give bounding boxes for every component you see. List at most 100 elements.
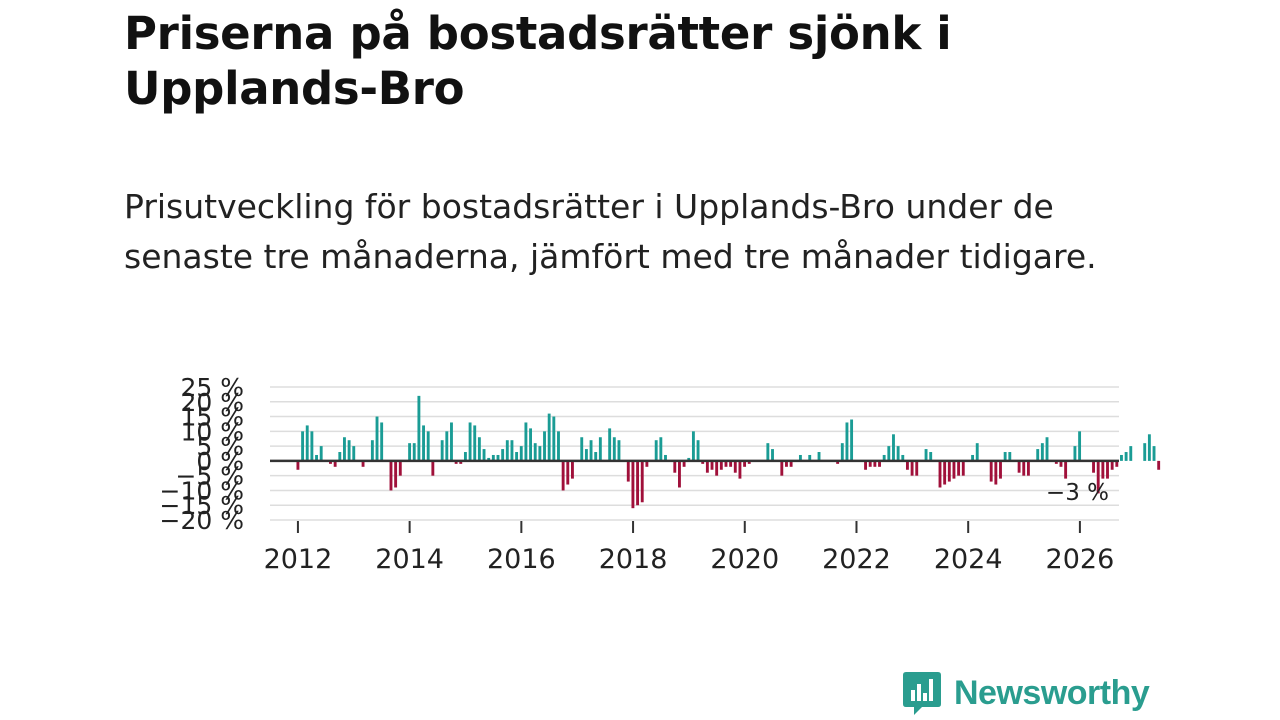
bar — [971, 454, 975, 461]
bar — [1106, 460, 1109, 479]
bar — [915, 460, 919, 476]
bar — [645, 460, 649, 467]
y-tick-label: −10 % — [160, 476, 244, 505]
brand-logo: Newsworthy — [902, 668, 1150, 718]
bar — [580, 437, 584, 461]
bar — [547, 413, 551, 461]
bar — [617, 440, 621, 461]
bar — [631, 460, 635, 509]
bar — [398, 460, 402, 476]
bar — [785, 460, 788, 467]
bar — [1096, 460, 1100, 494]
bar — [1040, 443, 1044, 461]
bar — [654, 440, 658, 461]
bar — [887, 446, 891, 461]
bar — [771, 449, 774, 461]
bar — [808, 454, 812, 461]
bar — [733, 460, 737, 473]
bar — [1101, 460, 1105, 479]
bar — [924, 449, 928, 461]
y-axis: −20 %−15 %−10 %−5 %0 %5 %10 %15 %20 %25 … — [160, 373, 244, 535]
bar — [929, 452, 933, 461]
bar — [1022, 460, 1026, 476]
x-tick-label: 2014 — [375, 544, 444, 575]
bar — [431, 460, 435, 476]
bar — [710, 460, 714, 470]
bar — [989, 460, 993, 482]
bar — [343, 437, 346, 461]
x-axis: 2012 2014 2016 2018 2020 2022 2024 2026 — [264, 521, 1114, 575]
bar — [1017, 460, 1021, 473]
bar — [892, 434, 895, 461]
bar — [417, 395, 421, 461]
bar — [333, 460, 337, 467]
bar — [394, 460, 398, 488]
bar — [612, 437, 616, 461]
bar — [961, 460, 965, 476]
bar — [301, 431, 305, 461]
bar — [943, 460, 947, 485]
bar — [850, 419, 854, 461]
bar — [1064, 460, 1068, 479]
bar — [440, 440, 444, 461]
bar — [482, 449, 486, 461]
bar — [501, 449, 505, 461]
bar — [491, 454, 495, 461]
x-tick-label: 2016 — [487, 544, 556, 575]
bar — [380, 422, 384, 461]
bar — [780, 460, 784, 476]
bar — [1008, 452, 1012, 461]
bar — [477, 437, 481, 461]
bar — [724, 460, 728, 467]
bar — [510, 440, 514, 461]
bar — [743, 460, 747, 467]
y-tick-label: 25 % — [180, 373, 244, 402]
bar — [715, 460, 719, 476]
y-tick-label: −5 % — [175, 462, 244, 491]
bar — [975, 443, 979, 461]
bar — [1115, 460, 1119, 467]
x-tick-label: 2018 — [599, 544, 668, 575]
bar — [840, 443, 844, 461]
bar — [487, 457, 491, 461]
bar — [687, 457, 691, 461]
bar — [817, 452, 821, 461]
bar — [338, 452, 342, 461]
bar — [994, 460, 998, 485]
bar — [422, 425, 425, 461]
chart-title: Priserna på bostadsrätter sjönk i Upplan… — [124, 7, 952, 115]
bar — [589, 440, 593, 461]
bar — [543, 431, 546, 461]
bar — [678, 460, 681, 488]
y-tick-label: 15 % — [180, 403, 244, 432]
bar — [463, 452, 467, 461]
bar — [426, 431, 430, 461]
bar — [566, 460, 570, 485]
bar — [519, 446, 523, 461]
bar — [905, 460, 909, 470]
y-tick-label: −20 % — [160, 506, 244, 535]
bar — [515, 452, 519, 461]
bar — [468, 422, 472, 461]
bar — [659, 437, 663, 461]
bar — [459, 460, 463, 464]
bar — [873, 460, 877, 467]
bar — [952, 460, 956, 479]
bar — [1073, 446, 1077, 461]
bar — [533, 443, 537, 461]
bar — [1120, 454, 1123, 461]
bar — [505, 440, 509, 461]
bar — [454, 460, 458, 464]
bar — [370, 440, 374, 461]
bar — [1143, 443, 1147, 461]
bar — [598, 437, 602, 461]
bar — [1045, 437, 1049, 461]
bar — [375, 416, 379, 461]
bar — [1110, 460, 1114, 470]
bar — [389, 460, 393, 491]
bar — [798, 454, 802, 461]
brand-name: Newsworthy — [954, 673, 1150, 712]
bar — [347, 440, 351, 461]
bar — [552, 416, 556, 461]
